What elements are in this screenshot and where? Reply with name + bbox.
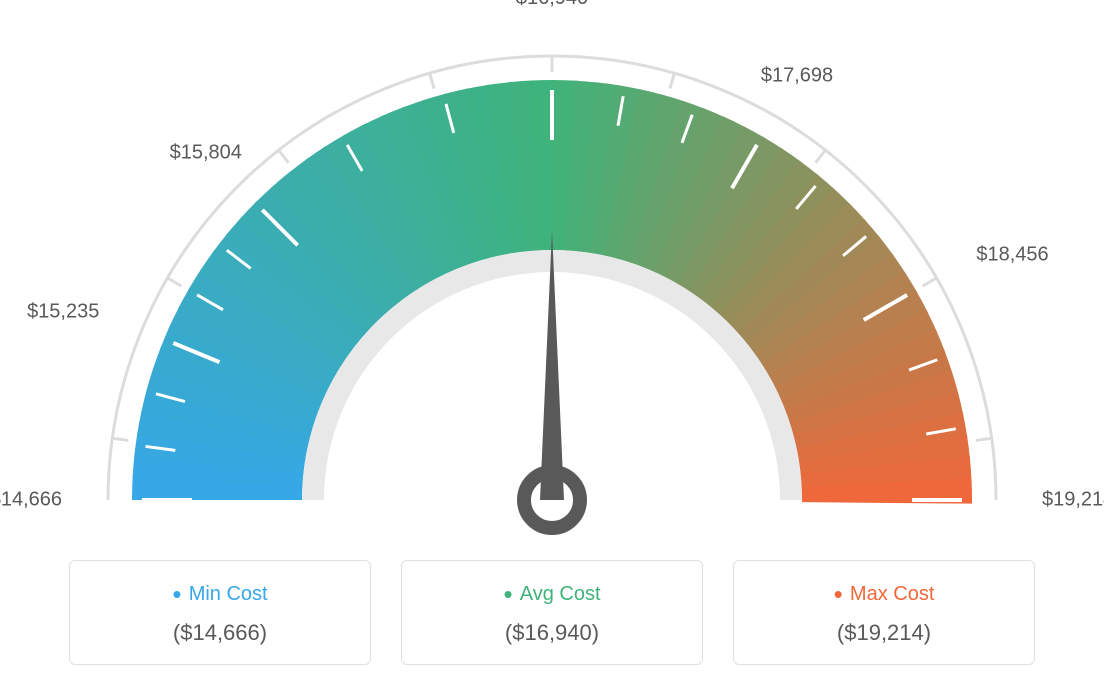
tick-label: $15,235	[27, 301, 99, 324]
legend-card-max: Max Cost ($19,214)	[733, 560, 1035, 665]
tick-label: $15,804	[170, 142, 242, 165]
outline-tick	[976, 438, 992, 440]
legend-label-avg: Avg Cost	[402, 579, 702, 610]
legend-value-avg: ($16,940)	[402, 620, 702, 646]
tick-label: $18,456	[976, 244, 1048, 267]
legend-label-max: Max Cost	[734, 579, 1034, 610]
outline-tick	[430, 73, 434, 88]
legend-row: Min Cost ($14,666) Avg Cost ($16,940) Max Co…	[0, 560, 1104, 665]
legend-card-avg: Avg Cost ($16,940)	[401, 560, 703, 665]
gauge-svg	[0, 0, 1104, 560]
outline-tick	[816, 150, 826, 163]
gauge-area: $14,666 $15,235 $15,804 $16,940 $17,698 $18,4…	[0, 0, 1104, 550]
outline-tick	[923, 278, 937, 286]
outline-tick	[167, 278, 181, 286]
outline-tick	[279, 150, 289, 163]
tick-label: $19,214	[1042, 489, 1104, 512]
legend-label-min: Min Cost	[70, 579, 370, 610]
legend-value-max: ($19,214)	[734, 620, 1034, 646]
outline-tick	[112, 438, 128, 440]
outline-tick	[670, 73, 674, 88]
legend-value-min: ($14,666)	[70, 620, 370, 646]
legend-card-min: Min Cost ($14,666)	[69, 560, 371, 665]
gauge-chart-container: $14,666 $15,235 $15,804 $16,940 $17,698 $18,4…	[0, 0, 1104, 690]
tick-label: $14,666	[0, 489, 62, 512]
tick-label: $17,698	[761, 64, 833, 87]
tick-label: $16,940	[516, 0, 588, 10]
